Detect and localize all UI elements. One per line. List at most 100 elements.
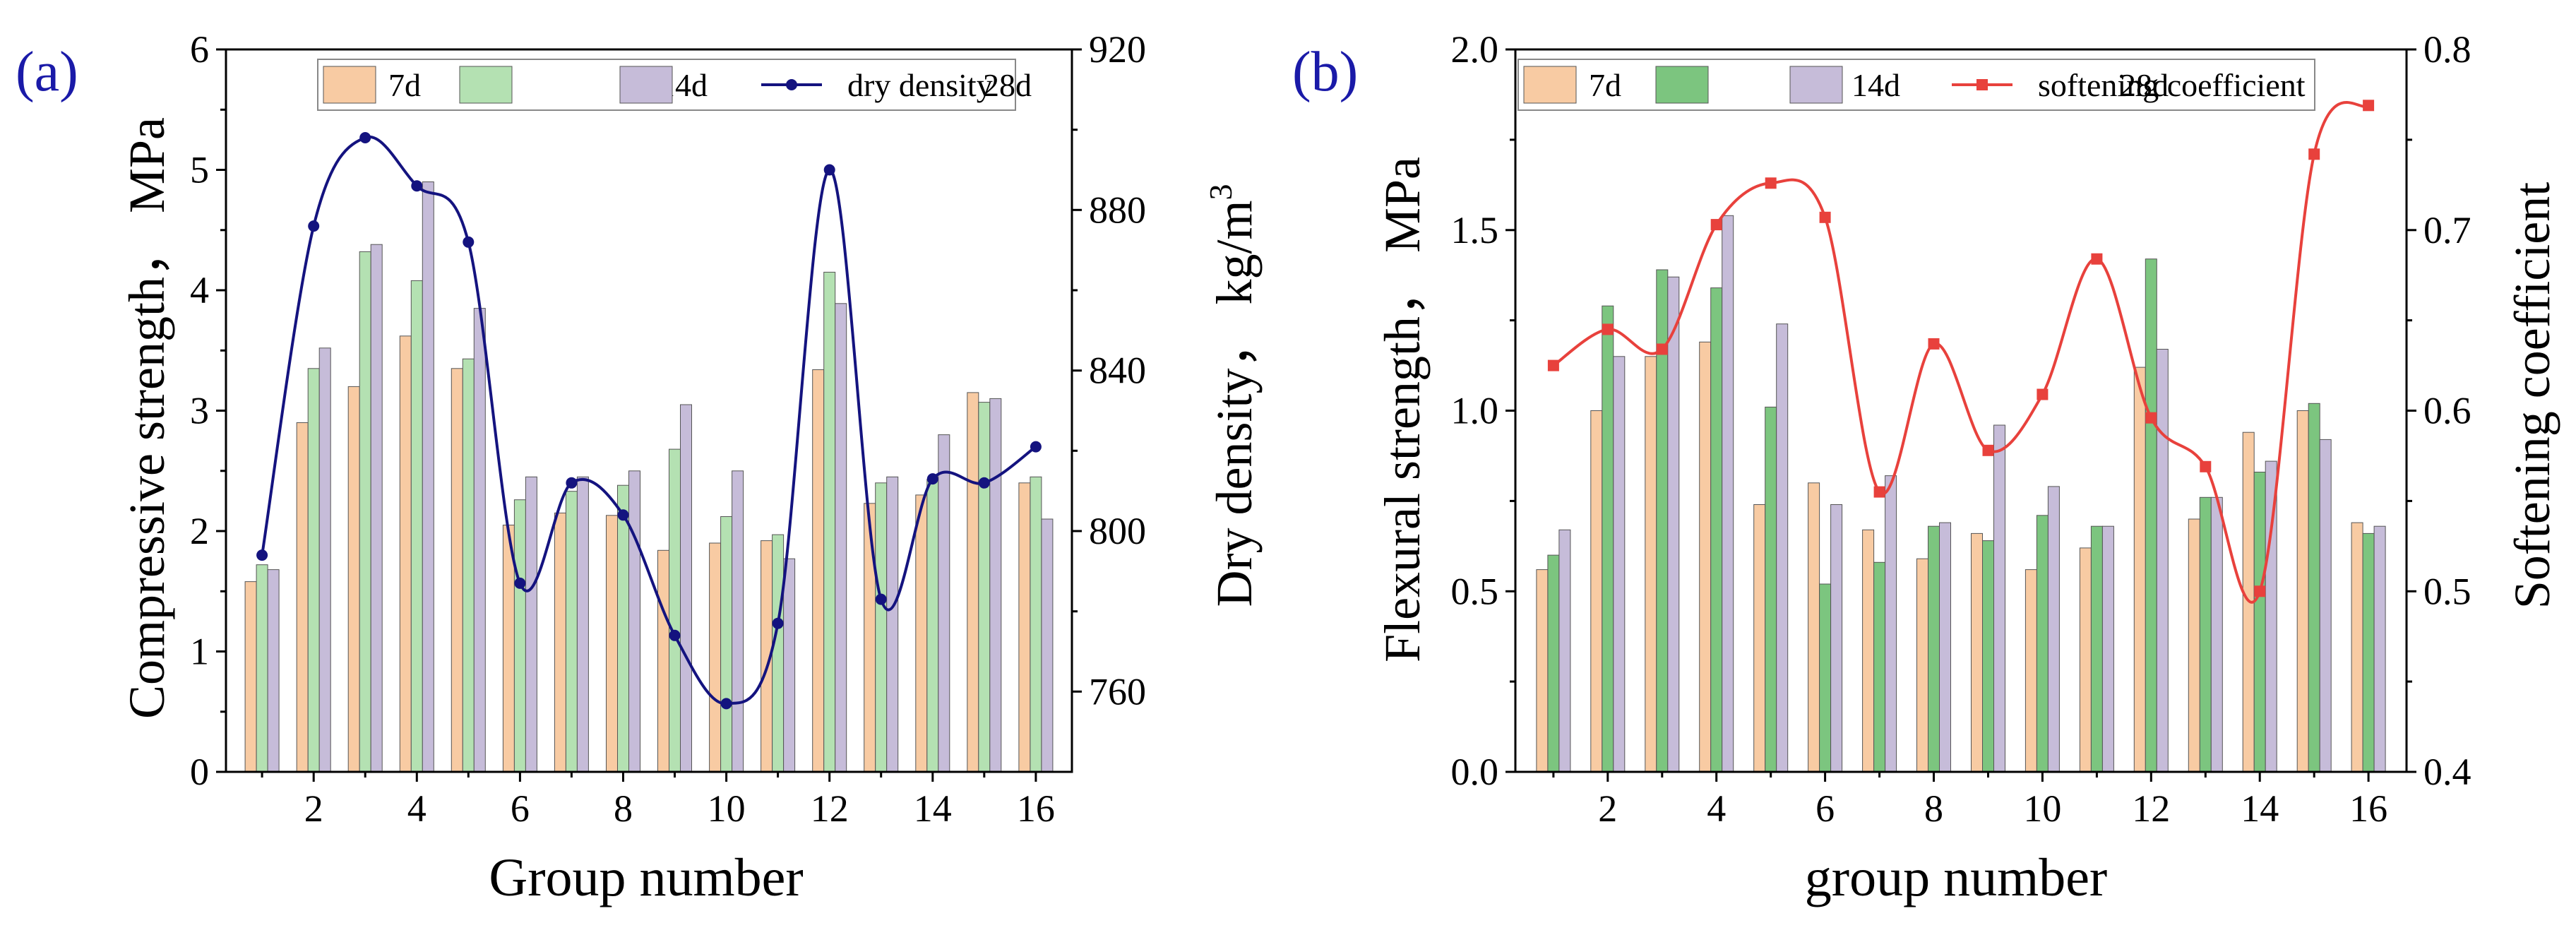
y-tick-label-b-1.5: 1.5 bbox=[1451, 209, 1499, 251]
x-tick-label-b-6: 6 bbox=[1815, 787, 1835, 830]
bar-b-7d-3 bbox=[1645, 356, 1657, 773]
bar-a-28d-7 bbox=[576, 476, 589, 773]
bar-b-14d-1 bbox=[1547, 554, 1560, 773]
bar-b-7d-15 bbox=[2296, 410, 2309, 773]
x-tick-label-b-12: 12 bbox=[2132, 787, 2170, 830]
bar-b-28d-3 bbox=[1667, 276, 1680, 773]
y2-tick-label-a-760: 760 bbox=[1089, 670, 1146, 713]
bar-b-7d-6 bbox=[1808, 482, 1820, 773]
legend-label-a-dry-density: dry density bbox=[847, 67, 993, 103]
bar-b-7d-4 bbox=[1699, 341, 1712, 773]
y2-tick-label-b-0.8: 0.8 bbox=[2423, 28, 2471, 71]
bar-b-14d-7 bbox=[1873, 561, 1886, 773]
y-axis-title-b: Flexural strength， MPa bbox=[1374, 157, 1431, 662]
bar-a-28d-4 bbox=[422, 181, 434, 773]
bar-a-28d-3 bbox=[370, 244, 383, 773]
point-b-softening-coefficient-13 bbox=[2200, 460, 2212, 472]
bar-b-14d-9 bbox=[1982, 540, 1994, 773]
y2-tick-label-b-0.5: 0.5 bbox=[2423, 570, 2471, 612]
bar-b-28d-11 bbox=[2101, 525, 2114, 773]
bar-b-28d-16 bbox=[2373, 525, 2386, 773]
bar-b-14d-4 bbox=[1710, 287, 1723, 773]
point-a-dry-density-13 bbox=[875, 593, 887, 605]
bar-a-14d-1 bbox=[256, 564, 268, 773]
legend-swatch-b-28d bbox=[1789, 66, 1843, 104]
point-b-softening-coefficient-7 bbox=[1873, 486, 1885, 498]
x-tick-label-a-16: 16 bbox=[1017, 787, 1055, 830]
y-tick-label-b-2.0: 2.0 bbox=[1451, 28, 1499, 71]
y2-tick-label-b-0.4: 0.4 bbox=[2423, 751, 2471, 793]
bar-a-28d-13 bbox=[886, 476, 899, 773]
bar-a-14d-6 bbox=[513, 499, 526, 773]
x-tick-label-b-2: 2 bbox=[1598, 787, 1617, 830]
line-group-b bbox=[1547, 100, 2375, 604]
point-a-dry-density-10 bbox=[720, 698, 732, 710]
bar-a-7d-7 bbox=[554, 512, 566, 773]
y-axis-title-a: Compressive strength， MPa bbox=[119, 117, 175, 719]
bar-a-28d-15 bbox=[989, 398, 1002, 773]
y-tick-label-a-3: 3 bbox=[190, 390, 209, 432]
legend-label-b-softening-coefficient: softening coefficient bbox=[2038, 67, 2306, 103]
bar-a-7d-8 bbox=[606, 515, 618, 773]
bar-a-14d-14 bbox=[926, 479, 939, 773]
bar-b-7d-2 bbox=[1590, 410, 1603, 773]
x-axis-title-a: Group number bbox=[489, 848, 803, 907]
bar-a-14d-4 bbox=[410, 280, 423, 773]
bar-b-14d-2 bbox=[1602, 305, 1614, 773]
point-a-dry-density-14 bbox=[926, 473, 938, 485]
bar-a-7d-4 bbox=[399, 335, 412, 773]
point-b-softening-coefficient-11 bbox=[2091, 253, 2103, 265]
point-a-dry-density-1 bbox=[256, 549, 268, 561]
point-a-dry-density-6 bbox=[514, 577, 526, 589]
bar-a-28d-9 bbox=[680, 404, 692, 773]
point-a-dry-density-5 bbox=[463, 236, 475, 248]
x-tick-label-b-10: 10 bbox=[2023, 787, 2061, 830]
bar-a-14d-12 bbox=[823, 271, 836, 773]
bar-b-7d-8 bbox=[1916, 558, 1928, 773]
bar-a-7d-10 bbox=[709, 542, 722, 773]
bar-b-28d-1 bbox=[1558, 529, 1571, 773]
point-a-dry-density-12 bbox=[823, 164, 835, 176]
bar-b-7d-7 bbox=[1862, 529, 1875, 773]
bar-a-7d-2 bbox=[296, 422, 309, 773]
point-b-softening-coefficient-6 bbox=[1819, 211, 1831, 223]
bar-b-14d-5 bbox=[1765, 406, 1777, 773]
y2-tick-label-a-880: 880 bbox=[1089, 189, 1146, 231]
point-a-dry-density-11 bbox=[772, 617, 784, 629]
x-tick-label-b-14: 14 bbox=[2241, 787, 2279, 830]
legend-frame-b bbox=[1517, 59, 2315, 111]
bar-a-28d-2 bbox=[318, 347, 331, 773]
bar-b-14d-13 bbox=[2199, 496, 2212, 773]
point-a-dry-density-16 bbox=[1030, 441, 1042, 453]
bar-b-28d-6 bbox=[1830, 504, 1843, 773]
bar-b-28d-8 bbox=[1939, 522, 1951, 773]
bar-a-14d-5 bbox=[462, 358, 475, 773]
bar-b-28d-4 bbox=[1722, 215, 1734, 773]
bar-b-28d-5 bbox=[1776, 323, 1789, 773]
y-tick-label-b-0.0: 0.0 bbox=[1451, 751, 1499, 793]
bar-a-7d-1 bbox=[244, 581, 257, 773]
bar-a-28d-6 bbox=[525, 476, 537, 773]
bars-group-b bbox=[1536, 215, 2386, 773]
bar-b-7d-16 bbox=[2351, 522, 2363, 773]
panel-label-a: (a) bbox=[16, 41, 78, 103]
line-group-a bbox=[256, 132, 1042, 710]
bar-b-14d-10 bbox=[2036, 515, 2049, 773]
point-b-softening-coefficient-5 bbox=[1765, 177, 1777, 189]
bar-b-14d-8 bbox=[1928, 525, 1940, 773]
bar-a-28d-16 bbox=[1041, 518, 1054, 773]
bar-b-28d-13 bbox=[2210, 496, 2223, 773]
legend-marker-b-softening-coefficient bbox=[1976, 79, 1988, 90]
bar-a-7d-12 bbox=[812, 369, 825, 773]
bar-a-14d-9 bbox=[669, 448, 681, 773]
bar-b-14d-11 bbox=[2090, 525, 2103, 773]
x-axis-title-b: group number bbox=[1805, 848, 2107, 907]
bar-b-7d-11 bbox=[2079, 547, 2092, 773]
bar-a-14d-15 bbox=[978, 402, 991, 773]
x-tick-label-a-2: 2 bbox=[304, 787, 323, 830]
bar-a-14d-2 bbox=[307, 368, 320, 773]
bar-b-28d-7 bbox=[1885, 475, 1897, 773]
bar-b-7d-10 bbox=[2025, 569, 2037, 773]
bar-b-28d-15 bbox=[2319, 439, 2332, 773]
